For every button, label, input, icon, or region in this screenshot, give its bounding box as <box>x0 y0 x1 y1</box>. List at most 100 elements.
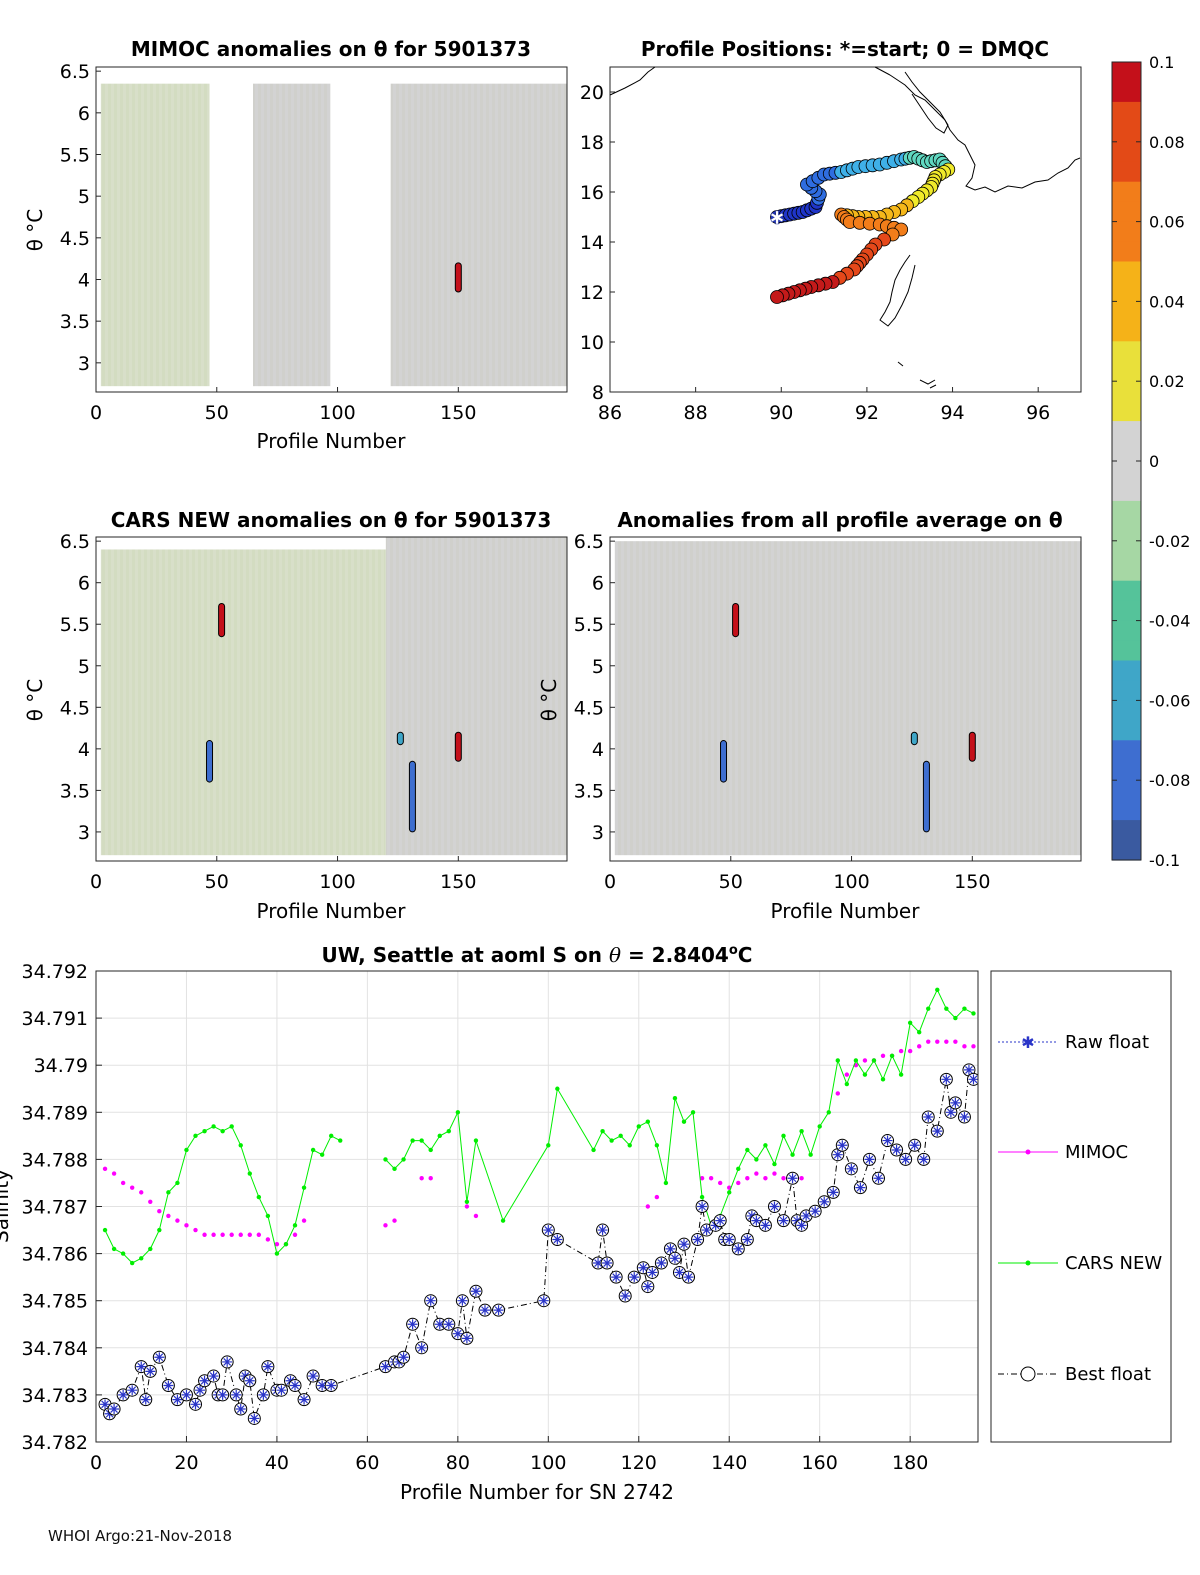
cars-plot-area <box>100 537 567 856</box>
cars-ytick-label: 3 <box>78 822 90 844</box>
raw-float-star <box>751 1215 762 1226</box>
raw-float-star <box>796 1220 807 1231</box>
cars-anomaly-mark <box>206 740 214 783</box>
cars-anomaly-mark <box>454 731 462 762</box>
allavg-ytick-label: 4 <box>592 739 604 761</box>
colorbar-band <box>1112 401 1141 422</box>
raw-float-star <box>493 1305 504 1316</box>
legend-cars-marker <box>1025 1260 1031 1266</box>
cars-ytick-label: 5 <box>78 656 90 678</box>
cars-anomaly-mark <box>408 760 416 833</box>
colorbar-band <box>1112 600 1141 622</box>
raw-float-star <box>104 1408 115 1419</box>
cars-new-point <box>754 1157 759 1162</box>
raw-float-star <box>109 1404 120 1415</box>
raw-float-star <box>900 1154 911 1165</box>
salinity-title-unit: o <box>729 943 738 958</box>
positions-title: Profile Positions: *=start; 0 = DMQC <box>641 37 1049 61</box>
salinity-title-value: = 2.8404 <box>621 943 729 967</box>
mimoc-point <box>944 1039 949 1044</box>
cars-new-point <box>871 1058 877 1063</box>
best-float-point <box>899 1152 913 1166</box>
allavg-panel: Anomalies from all profile average on θ … <box>537 508 1082 923</box>
mimoc-point <box>781 1176 786 1181</box>
raw-float-star <box>240 1371 251 1382</box>
raw-float-star <box>715 1215 726 1226</box>
mimoc-point <box>708 1176 714 1181</box>
mimoc-point <box>166 1213 171 1219</box>
raw-float-star <box>692 1234 703 1245</box>
salinity-xtick-label: 0 <box>90 1452 102 1474</box>
best-float-point <box>442 1317 456 1331</box>
raw-float-star <box>855 1182 866 1193</box>
raw-float-star <box>963 1064 974 1075</box>
best-float-point <box>966 1072 978 1086</box>
cars-new-point <box>111 1246 117 1252</box>
raw-float-star <box>479 1305 490 1316</box>
raw-float-star <box>407 1319 418 1330</box>
raw-float-star <box>864 1154 875 1165</box>
salinity-ytick-label: 34.786 <box>22 1244 88 1266</box>
best-float-point <box>125 1383 139 1397</box>
allavg-ytick-label: 5.5 <box>574 614 604 636</box>
positions-axes-box <box>609 66 1082 393</box>
raw-float-star <box>656 1258 667 1269</box>
cars-data-column <box>100 549 386 856</box>
cars-new-point <box>310 1147 316 1153</box>
raw-float-star <box>873 1173 884 1184</box>
mimoc-anomaly-mark <box>454 262 462 293</box>
cars-anomaly-mark <box>218 602 226 638</box>
cars-ytick-label: 6 <box>78 573 90 595</box>
mimoc-axes-box <box>95 66 568 393</box>
mimoc-point <box>935 1039 940 1044</box>
raw-float-star <box>746 1210 757 1221</box>
cars-xtick-label: 150 <box>440 871 476 893</box>
raw-float-star <box>244 1375 255 1386</box>
cars-data-column <box>385 537 567 856</box>
legend-cars-new: CARS NEW <box>998 1253 1162 1274</box>
colorbar-band <box>1112 480 1141 502</box>
salinity-ytick-label: 34.788 <box>22 1149 88 1171</box>
colorbar-band <box>1112 441 1141 462</box>
salinity-xtick-label: 160 <box>802 1452 838 1474</box>
raw-float-star <box>145 1366 156 1377</box>
salinity-title-theta: θ <box>609 943 621 967</box>
allavg-plot-area <box>614 541 1081 856</box>
cars-new-point <box>139 1256 144 1261</box>
best-float-point <box>161 1378 175 1392</box>
best-float-point <box>713 1214 727 1228</box>
raw-float-star <box>416 1342 427 1353</box>
positions-xtick-label: 92 <box>855 402 879 424</box>
raw-float-star <box>172 1394 183 1405</box>
cars-new-point <box>229 1124 234 1129</box>
colorbar-band <box>1112 560 1141 582</box>
cars-new-point <box>853 1058 859 1063</box>
mimoc-point <box>835 1091 840 1096</box>
raw-float-star <box>276 1385 287 1396</box>
cars-new-point <box>392 1166 397 1172</box>
cars-new-point <box>555 1086 560 1091</box>
cars-new-point <box>129 1260 135 1266</box>
colorbar-tick-label: -0.08 <box>1149 771 1190 790</box>
mimoc-point <box>301 1218 307 1223</box>
cars-xtick-label: 50 <box>205 871 229 893</box>
cars-new-point <box>889 1053 895 1058</box>
raw-float-star <box>470 1286 481 1297</box>
colorbar-band <box>1112 321 1141 342</box>
raw-float-star <box>597 1225 608 1236</box>
best-float-point <box>469 1284 483 1298</box>
raw-float-star <box>701 1225 712 1236</box>
cars-new-point <box>283 1241 289 1247</box>
raw-float-star <box>683 1272 694 1283</box>
salinity-ytick-label: 34.784 <box>22 1338 88 1360</box>
best-float-point <box>460 1331 474 1345</box>
best-float-point <box>695 1200 709 1213</box>
raw-float-star <box>258 1389 269 1400</box>
colorbar-tick-label: 0.02 <box>1149 372 1185 391</box>
best-float-point <box>397 1350 411 1364</box>
cars-new-point <box>410 1138 415 1143</box>
raw-float-star <box>217 1389 228 1400</box>
allavg-ytick-label: 4.5 <box>574 697 604 719</box>
raw-float-star <box>127 1385 138 1396</box>
positions-ytick-label: 18 <box>580 132 604 154</box>
